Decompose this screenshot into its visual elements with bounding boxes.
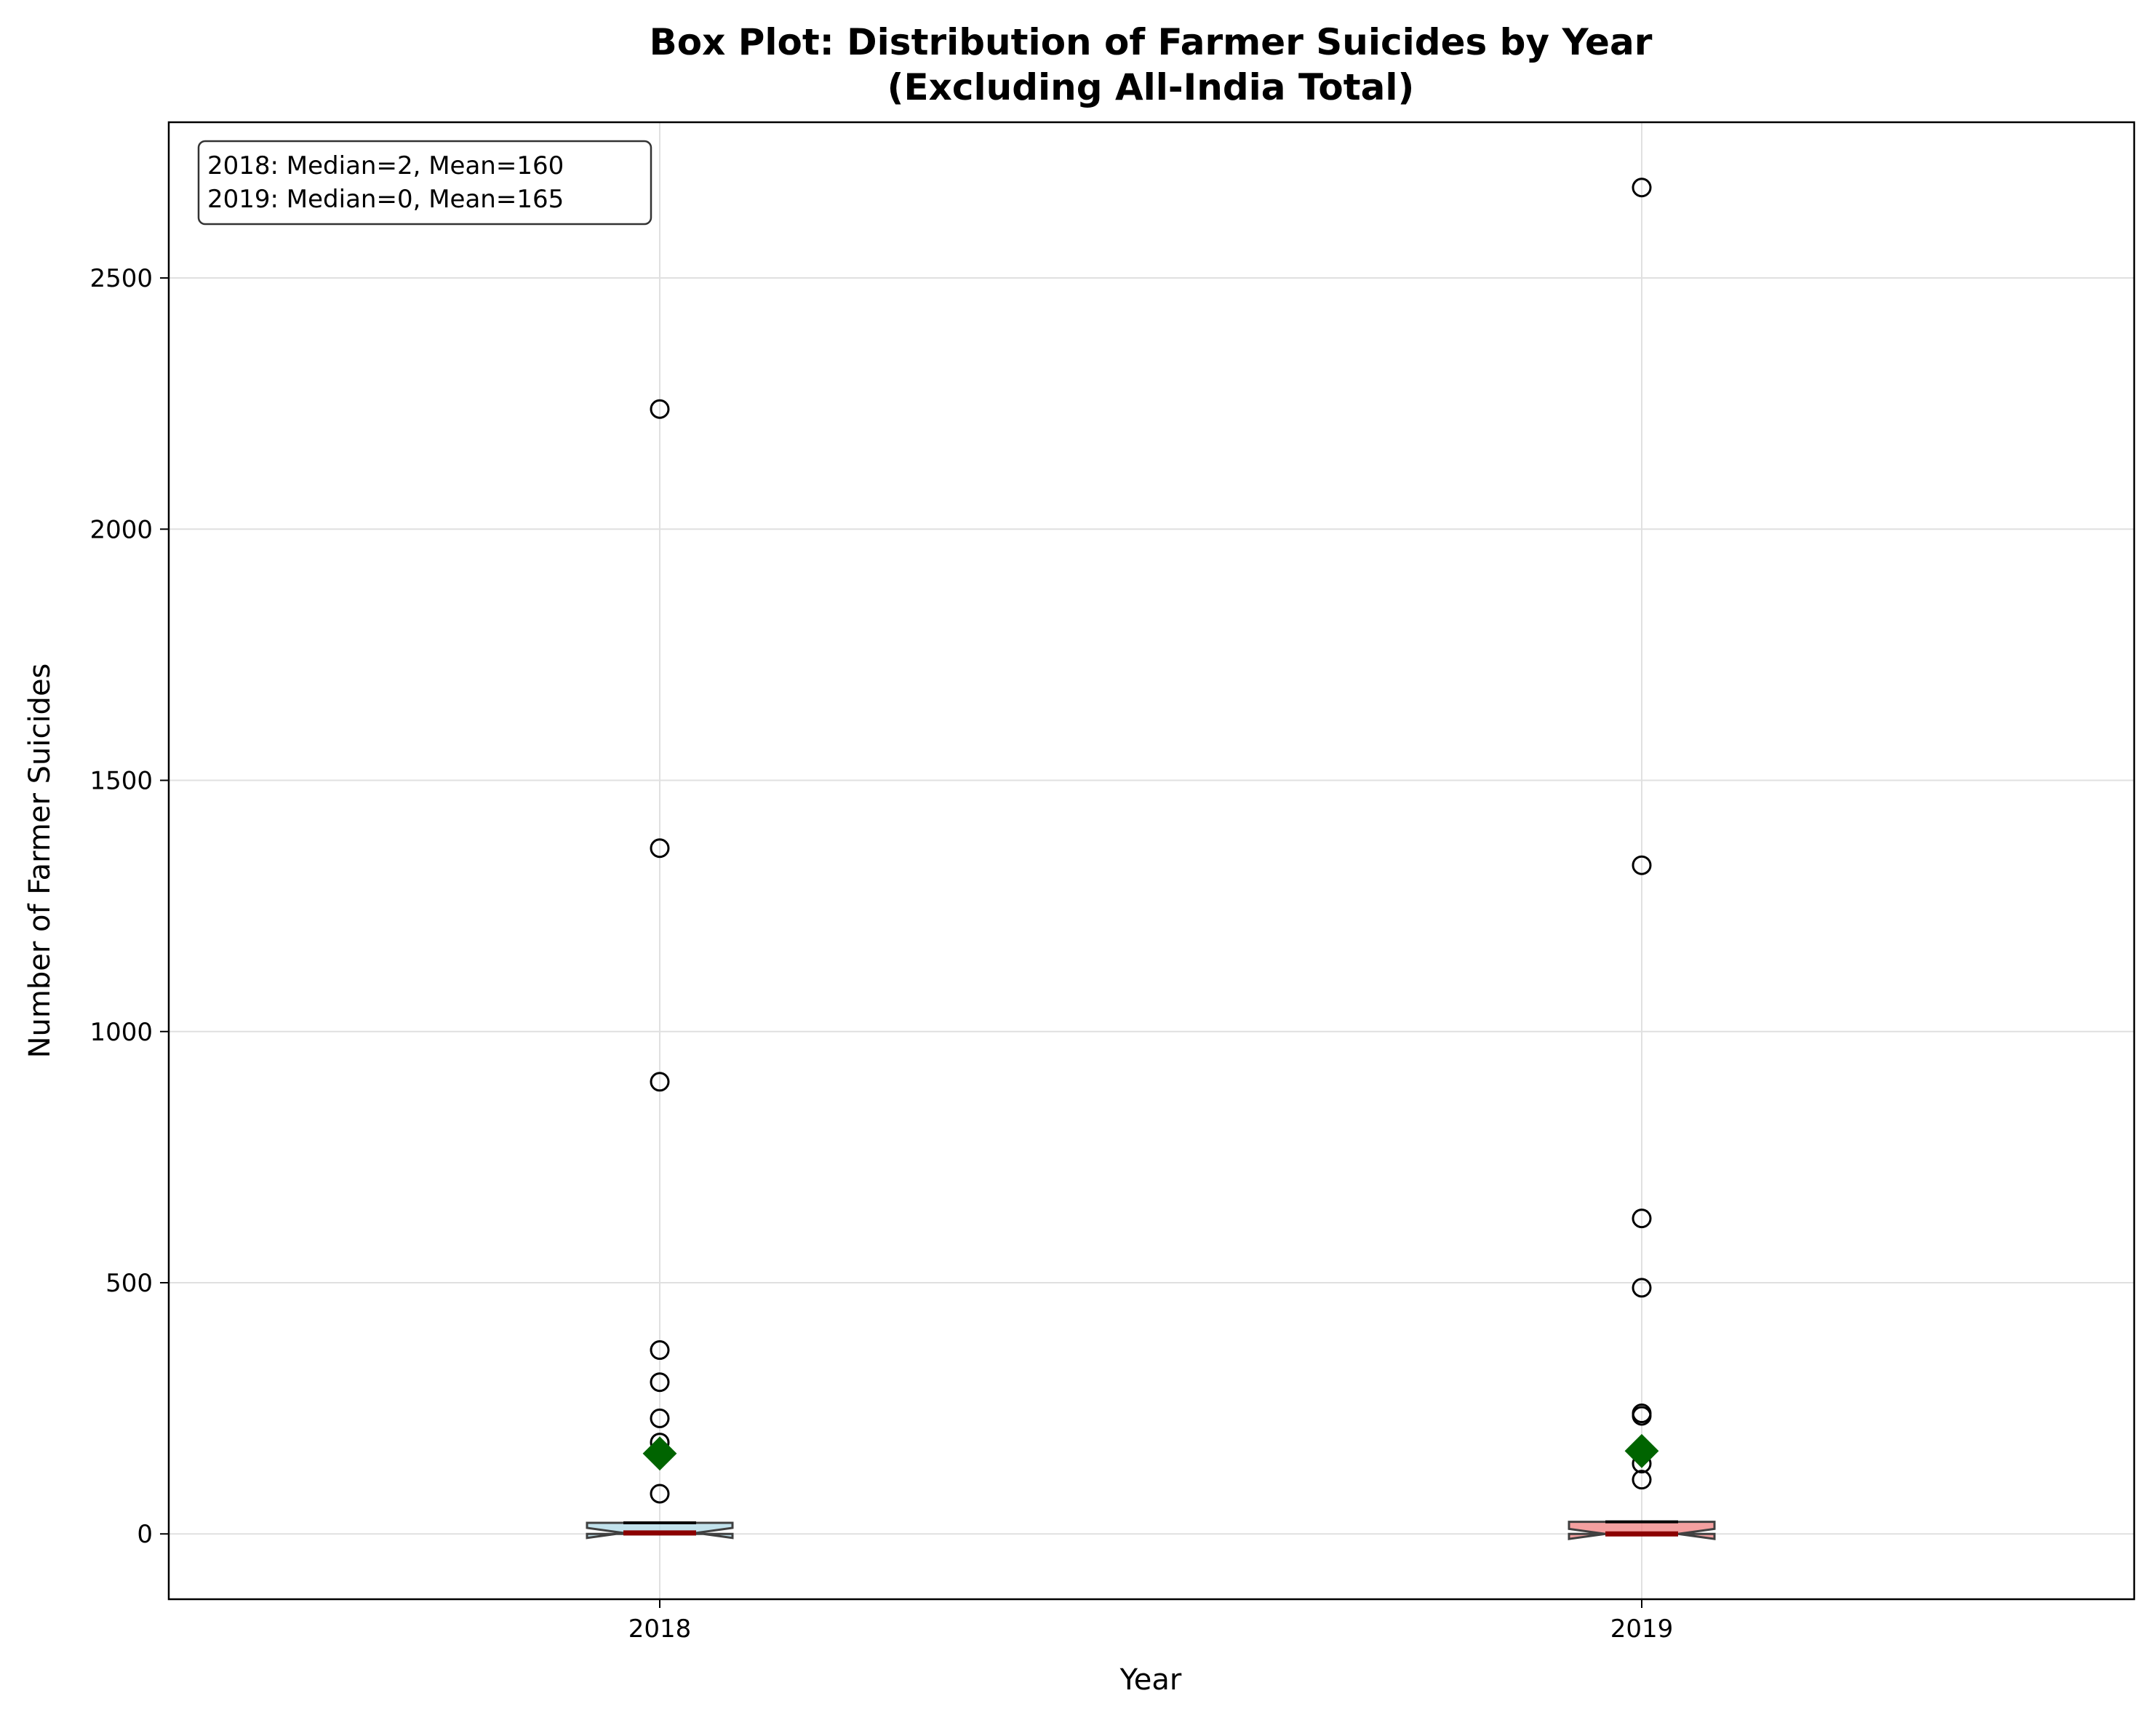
axes: 0 500 1000 1500 2000 2500 2018 2019 (89, 264, 1673, 1644)
y-tick-label: 1000 (89, 1018, 153, 1047)
box-2019 (1568, 1521, 1716, 1540)
stats-line-2019: 2019: Median=0, Mean=165 (207, 185, 564, 214)
plot-frame (167, 121, 2136, 1601)
outlier-point (650, 1072, 670, 1092)
outlier-point (1632, 1470, 1652, 1490)
y-tick-label: 2000 (89, 515, 153, 544)
stats-legend: 2018: Median=2, Mean=160 2019: Median=0,… (197, 140, 652, 226)
chart-subtitle: (Excluding All-India Total) (887, 66, 1415, 108)
outlier-point (1632, 178, 1652, 198)
y-tick-label: 500 (105, 1269, 153, 1298)
plot-area (586, 178, 1716, 1540)
grid-lines (169, 122, 2134, 1599)
outlier-point (650, 838, 670, 859)
outlier-point (650, 1408, 670, 1428)
y-tick-label: 2500 (89, 264, 153, 293)
chart-title: Box Plot: Distribution of Farmer Suicide… (650, 21, 1653, 63)
x-tick-label: 2018 (628, 1615, 692, 1644)
outlier-point (650, 1484, 670, 1504)
outlier-point (1632, 1209, 1652, 1229)
outlier-point (650, 1372, 670, 1393)
y-axis-label: Number of Farmer Suicides (23, 664, 57, 1059)
mean-marker-2019 (1624, 1433, 1659, 1468)
stats-line-2018: 2018: Median=2, Mean=160 (207, 151, 564, 180)
x-axis-label: Year (1119, 1663, 1182, 1697)
outlier-point (1632, 855, 1652, 875)
outlier-point (1632, 1404, 1652, 1424)
y-tick-label: 0 (137, 1520, 153, 1549)
y-tick-label: 1500 (89, 767, 153, 796)
stats-box (197, 140, 652, 226)
x-tick-label: 2019 (1610, 1615, 1674, 1644)
outlier-point (650, 1340, 670, 1361)
outlier-point (650, 399, 670, 419)
outlier-point (1632, 1278, 1652, 1298)
mean-marker-2018 (642, 1436, 677, 1471)
